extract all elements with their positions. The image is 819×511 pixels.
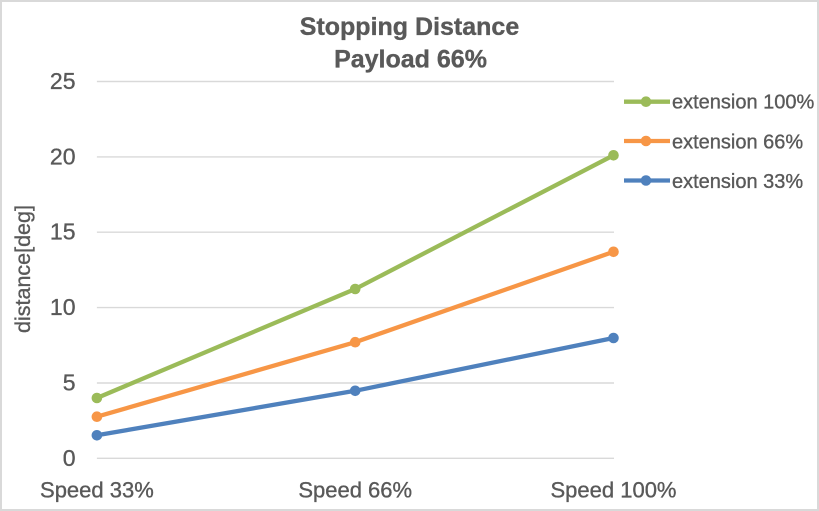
svg-text:Speed 66%: Speed 66% xyxy=(298,478,412,503)
svg-text:Stopping Distance: Stopping Distance xyxy=(300,13,520,41)
svg-text:Speed 100%: Speed 100% xyxy=(551,478,677,503)
svg-text:extension 100%: extension 100% xyxy=(672,92,815,114)
svg-text:distance[deg]: distance[deg] xyxy=(11,205,35,333)
svg-text:Speed 33%: Speed 33% xyxy=(40,478,154,503)
svg-text:extension 66%: extension 66% xyxy=(672,131,803,153)
svg-text:25: 25 xyxy=(50,68,76,94)
svg-text:10: 10 xyxy=(50,294,76,320)
svg-text:15: 15 xyxy=(50,219,76,245)
svg-text:0: 0 xyxy=(63,445,76,471)
svg-text:Payload 66%: Payload 66% xyxy=(334,46,487,74)
svg-text:5: 5 xyxy=(63,370,76,396)
svg-text:20: 20 xyxy=(50,143,76,169)
svg-text:extension 33%: extension 33% xyxy=(672,171,803,193)
